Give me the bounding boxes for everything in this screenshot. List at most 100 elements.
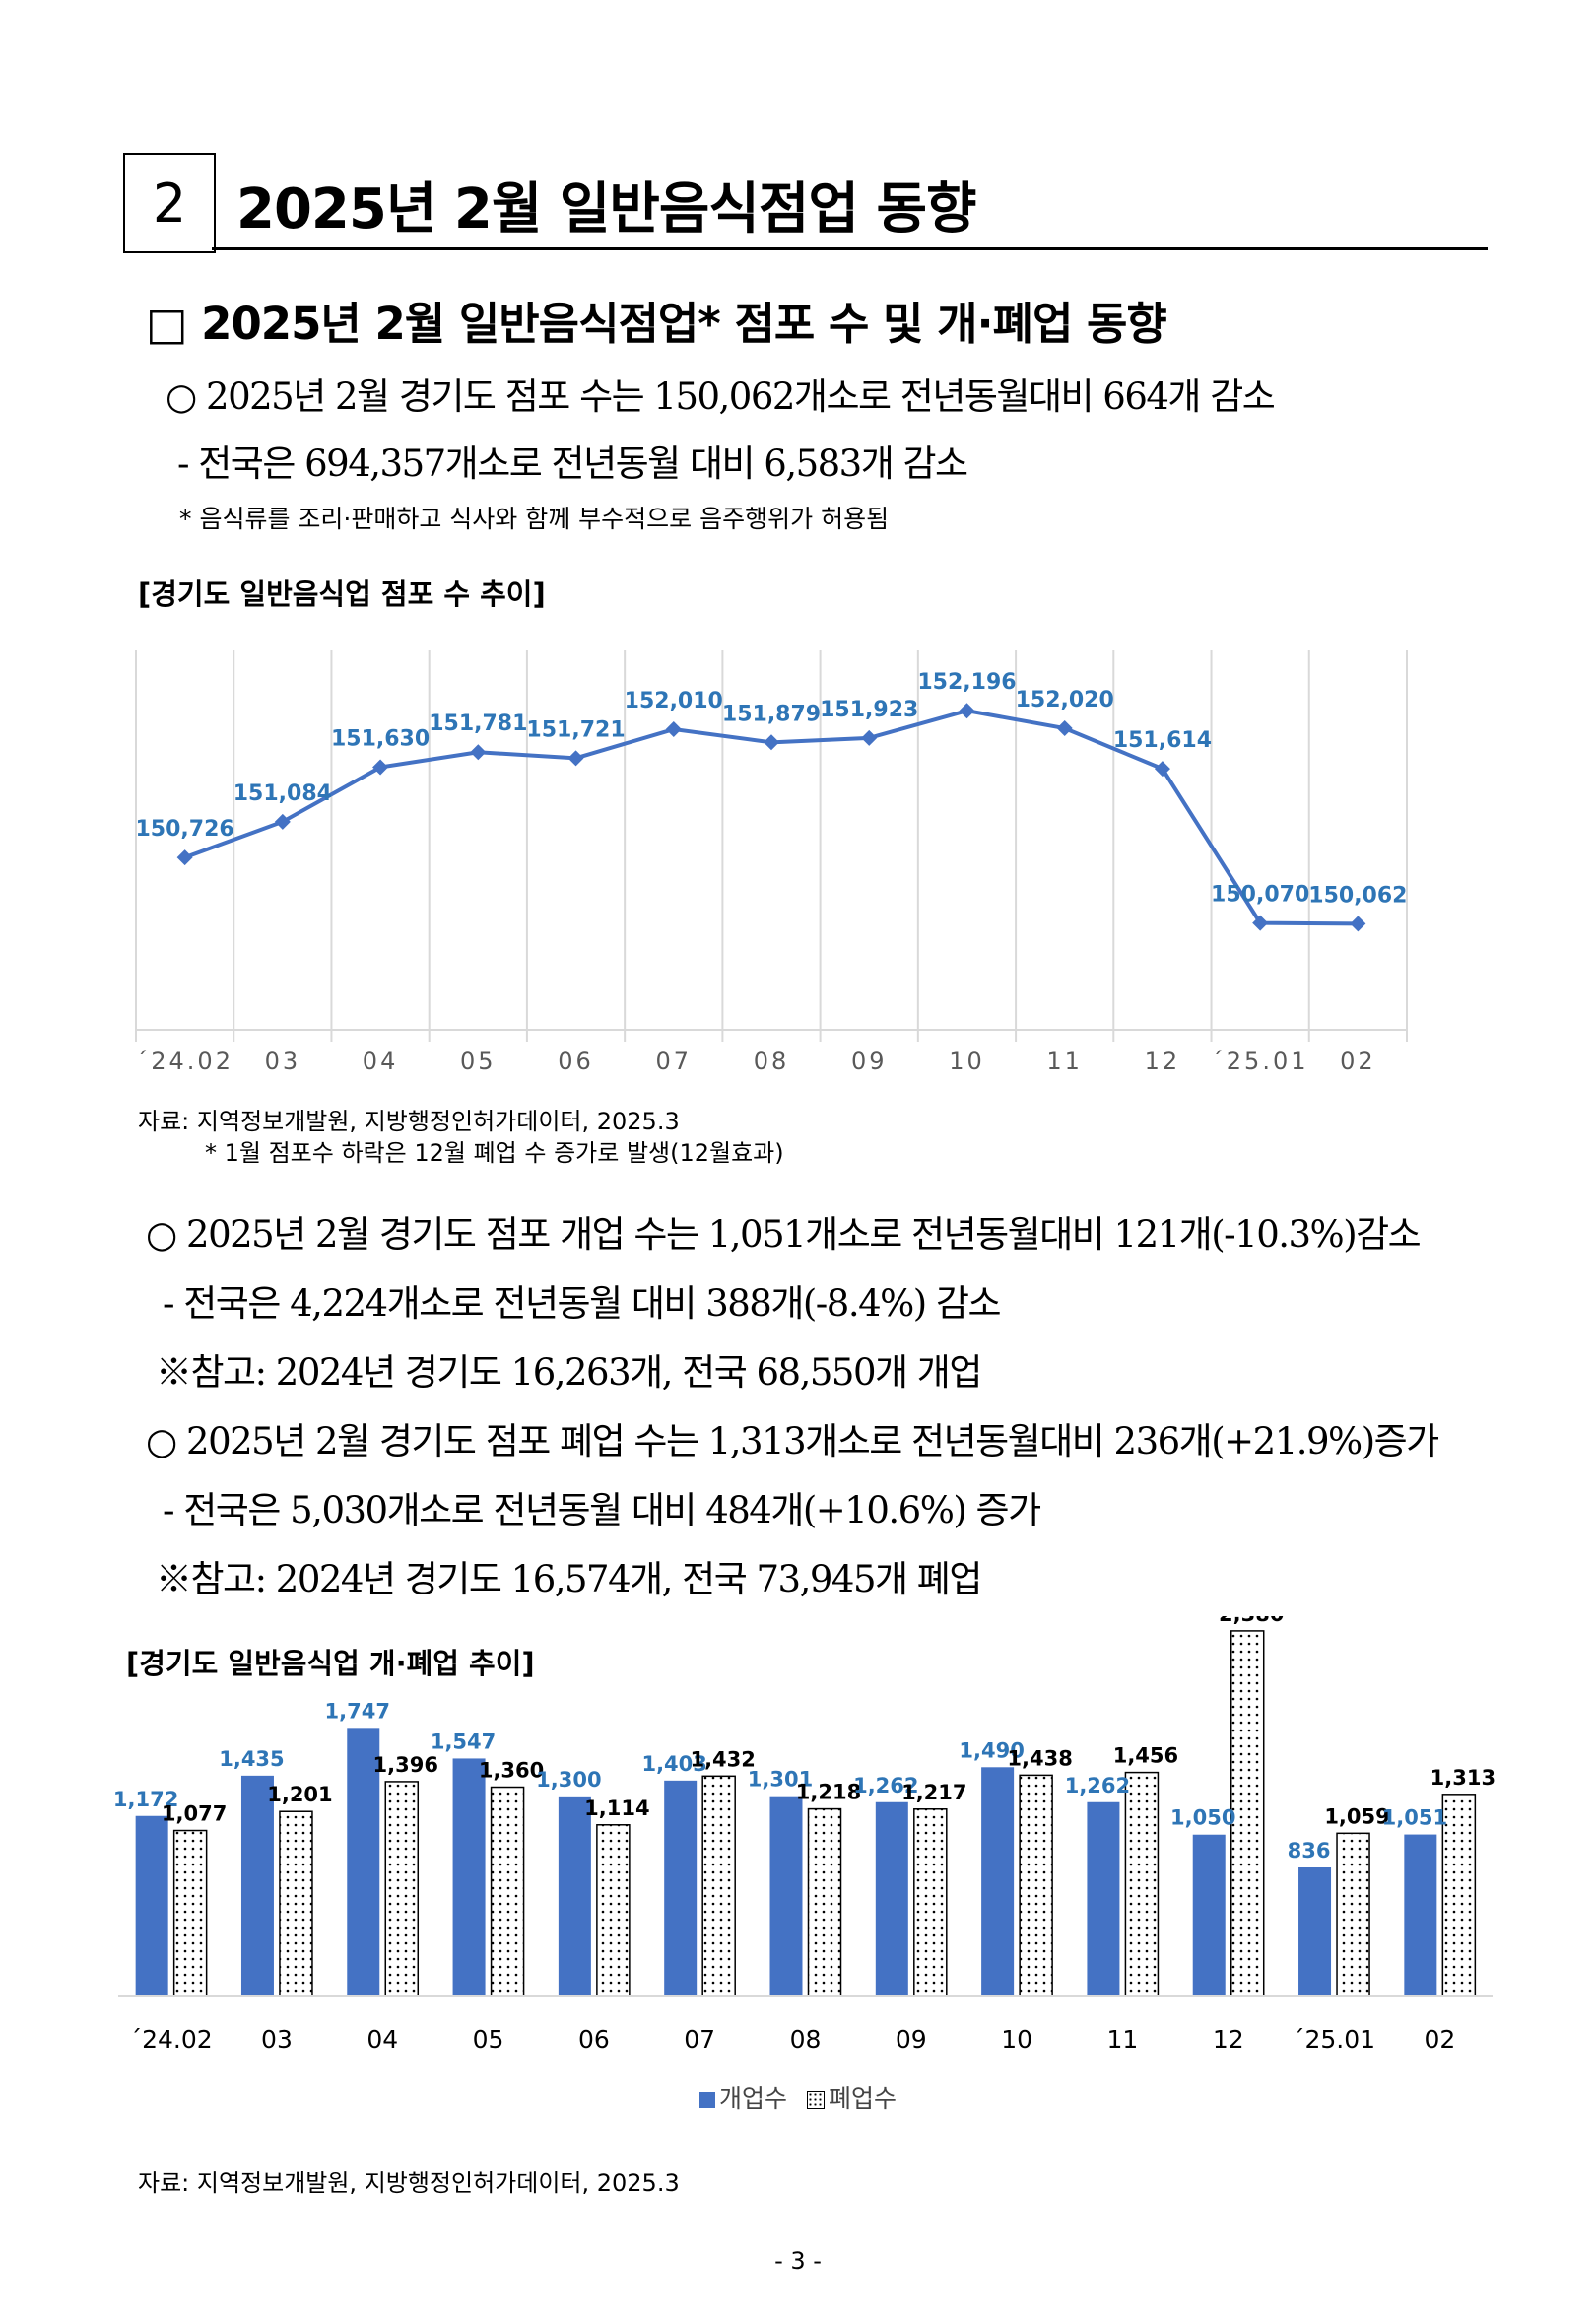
bar-open-label: 1,301	[748, 1768, 813, 1792]
line-x-tick-label: 06	[558, 1048, 594, 1075]
line-point	[959, 703, 975, 719]
open-sub-bullet: - 전국은 4,224개소로 전년동월 대비 388개(-8.4%) 감소	[163, 1282, 1002, 1324]
bar-close-label: 1,059	[1324, 1804, 1389, 1828]
store-bullet: ○ 2025년 2월 경기도 점포 수는 150,062개소로 전년동월대비 6…	[166, 375, 1276, 418]
line-x-tick-label: 05	[460, 1048, 497, 1075]
bar-open	[1087, 1801, 1120, 1996]
bar-chart-title: [경기도 일반음식업 개·폐업 추이]	[126, 1647, 535, 1680]
close-sub-bullet: - 전국은 5,030개소로 전년동월 대비 484개(+10.6%) 증가	[163, 1489, 1041, 1531]
bar-x-tick-label: 12	[1213, 2025, 1244, 2054]
line-data-label: 151,614	[1113, 728, 1212, 753]
bar-open	[1298, 1867, 1332, 1996]
line-data-label: 151,630	[331, 727, 430, 752]
bar-close	[596, 1824, 631, 1997]
line-chart-note: * 1월 점포수 하락은 12월 폐업 수 증가로 발생(12월효과)	[205, 1139, 784, 1167]
line-data-label: 150,070	[1211, 883, 1309, 908]
bar-legend: 개업수 폐업수	[0, 2079, 1596, 2115]
bar-chart-source: 자료: 지역정보개발원, 지방행정인허가데이터, 2025.3	[138, 2169, 680, 2197]
bar-open-label: 1,050	[1170, 1806, 1235, 1830]
bar-close	[490, 1786, 525, 1997]
line-x-tick-label: 08	[754, 1048, 790, 1075]
bar-close	[807, 1807, 842, 1997]
bar-open	[452, 1758, 486, 1996]
bar-open-label: 836	[1288, 1839, 1331, 1863]
close-reference: ※참고: 2024년 경기도 16,574개, 전국 73,945개 폐업	[156, 1558, 982, 1600]
bar-open	[1404, 1834, 1437, 1996]
open-bullet: ○ 2025년 2월 경기도 점포 개업 수는 1,051개소로 전년동월대비 …	[146, 1213, 1422, 1255]
bar-close-label: 1,217	[901, 1781, 966, 1804]
bar-x-tick-label: 09	[896, 2025, 927, 2054]
bar-close-label: 1,218	[796, 1781, 861, 1804]
bar-close-label: 2,380	[1219, 1616, 1284, 1626]
line-data-label: 151,721	[526, 717, 625, 742]
bar-open-label: 1,172	[113, 1788, 178, 1811]
bar-close	[1336, 1832, 1370, 1997]
bar-x-tick-label: 11	[1107, 2025, 1139, 2054]
line-point	[764, 734, 779, 751]
bar-close	[1124, 1771, 1160, 1997]
line-point	[372, 759, 389, 776]
bar-open-label: 1,262	[853, 1774, 918, 1797]
line-point	[567, 750, 584, 767]
bar-close	[1441, 1794, 1477, 1997]
line-point	[665, 721, 682, 738]
bar-close-label: 1,456	[1113, 1744, 1178, 1768]
bar-x-tick-label: 08	[790, 2025, 822, 2054]
legend-swatch-close	[806, 2091, 825, 2109]
line-x-tick-label: 02	[1340, 1048, 1376, 1075]
line-data-label: 150,726	[136, 817, 234, 842]
legend-label-close: 폐업수	[828, 2084, 897, 2113]
line-point	[861, 729, 878, 746]
line-data-label: 152,196	[917, 670, 1016, 695]
bar-close-label: 1,360	[479, 1759, 544, 1783]
bar-open	[664, 1780, 698, 1996]
line-data-label: 150,062	[1308, 883, 1407, 908]
legend-swatch-open	[699, 2092, 715, 2108]
definition-note: * 음식류를 조리·판매하고 식사와 함께 부수적으로 음주행위가 허용됨	[179, 505, 890, 533]
bar-x-tick-label: 04	[366, 2025, 398, 2054]
bar-x-tick-label: 05	[473, 2025, 504, 2054]
line-x-tick-label: 09	[851, 1048, 888, 1075]
line-x-tick-label: 12	[1145, 1048, 1181, 1075]
line-chart-source: 자료: 지역정보개발원, 지방행정인허가데이터, 2025.3	[138, 1108, 680, 1135]
line-point	[274, 813, 291, 830]
line-x-tick-label: 04	[363, 1048, 399, 1075]
bar-open-label: 1,747	[325, 1699, 390, 1723]
line-point	[1056, 720, 1073, 737]
bar-open	[135, 1815, 168, 1996]
bar-x-tick-label: 06	[578, 2025, 610, 2054]
bar-close	[1019, 1774, 1053, 1997]
line-data-label: 151,084	[233, 781, 332, 806]
line-data-label: 151,879	[722, 702, 821, 726]
bar-close-label: 1,396	[373, 1753, 438, 1777]
bar-close-label: 1,077	[162, 1802, 227, 1826]
bar-x-tick-label: ´25.01	[1293, 2025, 1375, 2054]
line-x-tick-label: 03	[265, 1048, 301, 1075]
bar-x-tick-label: 03	[261, 2025, 293, 2054]
line-x-tick-label: ´24.02	[136, 1048, 233, 1075]
bar-close-label: 1,201	[267, 1783, 332, 1806]
bar-open-label: 1,490	[959, 1738, 1024, 1762]
line-x-tick-label: 07	[655, 1048, 692, 1075]
bar-close	[172, 1829, 208, 1997]
bar-x-tick-label: ´24.02	[130, 2025, 213, 2054]
line-x-tick-label: 10	[949, 1048, 985, 1075]
bar-open-label: 1,300	[536, 1768, 601, 1792]
line-point	[1154, 761, 1170, 778]
bar-close	[1230, 1630, 1265, 1997]
bar-close-label: 1,313	[1430, 1766, 1496, 1790]
section-underline	[212, 247, 1488, 250]
bar-open-label: 1,403	[641, 1752, 706, 1776]
bar-close-label: 1,438	[1007, 1746, 1072, 1770]
bar-x-tick-label: 07	[684, 2025, 715, 2054]
bar-open	[769, 1796, 803, 1996]
bar-open	[1192, 1834, 1226, 1996]
section-title: 2025년 2월 일반음식점업 동향	[236, 177, 977, 241]
bar-close-label: 1,114	[584, 1797, 649, 1820]
section-number: 2	[123, 153, 216, 253]
bar-open	[240, 1775, 274, 1996]
bar-close	[701, 1775, 736, 1997]
store-sub-bullet: - 전국은 694,357개소로 전년동월 대비 6,583개 감소	[177, 442, 968, 485]
